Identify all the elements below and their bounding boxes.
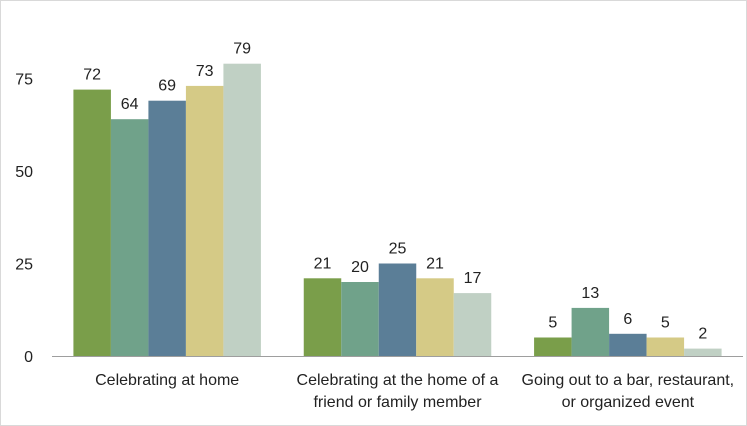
category-label: Celebrating at the home of a — [297, 372, 499, 389]
bar — [110, 119, 149, 356]
category-label: Going out to a bar, restaurant, — [522, 372, 735, 389]
bar — [416, 278, 454, 356]
data-label: 5 — [661, 315, 670, 332]
bar — [453, 293, 492, 356]
data-label: 6 — [623, 311, 632, 328]
x-axis: Celebrating at home Celebrating at the ho… — [95, 372, 734, 411]
bar — [223, 63, 261, 356]
bar — [609, 333, 647, 356]
bar — [571, 307, 610, 356]
y-tick-label: 75 — [15, 72, 33, 89]
y-tick-label: 50 — [15, 164, 33, 181]
data-label: 73 — [196, 63, 214, 80]
bar — [303, 278, 342, 356]
data-label: 5 — [548, 315, 557, 332]
data-label: 79 — [233, 41, 251, 58]
bars-layer — [73, 63, 722, 357]
bar — [341, 282, 379, 356]
category-label: friend or family member — [313, 394, 482, 411]
data-label: 2 — [698, 326, 707, 343]
data-label: 25 — [389, 241, 407, 258]
bar — [646, 337, 685, 356]
bar — [684, 348, 722, 356]
category-label: Celebrating at home — [95, 372, 239, 389]
bar — [534, 337, 572, 356]
data-label: 17 — [464, 270, 482, 287]
bar — [73, 89, 111, 356]
data-label: 21 — [426, 255, 444, 272]
data-labels-layer: 72 64 69 73 79 21 20 25 21 17 5 13 6 5 2 — [83, 41, 707, 343]
data-label: 20 — [351, 259, 369, 276]
data-label: 72 — [83, 67, 101, 84]
y-tick-label: 0 — [24, 349, 33, 366]
category-label: or organized event — [562, 394, 695, 411]
data-label: 64 — [121, 96, 139, 113]
y-axis: 0 25 50 75 — [15, 72, 33, 367]
bar — [378, 263, 417, 356]
y-tick-label: 25 — [15, 257, 33, 274]
data-label: 13 — [581, 285, 599, 302]
bar — [148, 100, 186, 356]
data-label: 69 — [158, 78, 176, 95]
data-label: 21 — [314, 255, 332, 272]
bar — [185, 85, 224, 357]
